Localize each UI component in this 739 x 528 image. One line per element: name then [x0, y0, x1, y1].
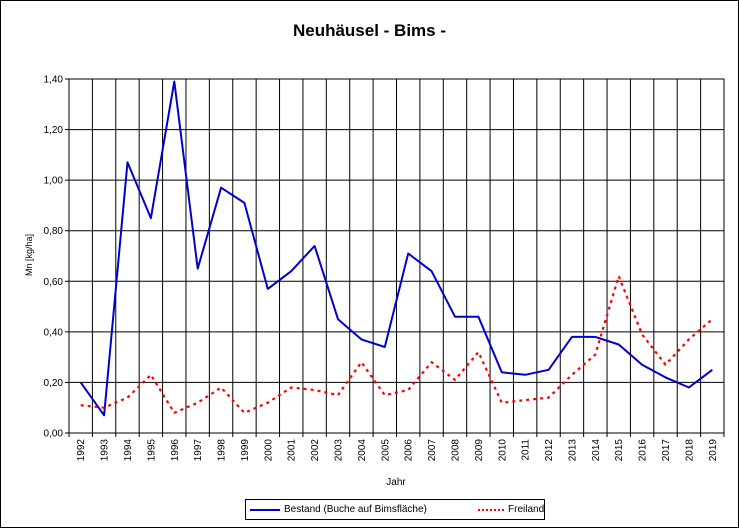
- x-tick-label: 2014: [591, 439, 602, 462]
- y-tick-label: 0,60: [44, 277, 64, 288]
- legend-swatch-bestand: [250, 508, 280, 511]
- y-axis-label: Mn [kg/ha]: [24, 234, 34, 276]
- x-tick-label: 1998: [217, 439, 228, 462]
- x-tick-label: 2015: [614, 439, 625, 462]
- x-tick-label: 1995: [146, 439, 157, 462]
- tick-labels: 0,00 0,20 0,40 0,60 0,80 1,00 1,20 1,40 1992 1993…: [44, 75, 719, 462]
- y-tick-label: 0,80: [44, 226, 64, 237]
- y-tick-label: 1,00: [44, 176, 64, 187]
- x-tick-label: 2013: [567, 439, 578, 462]
- y-tick-label: 0,20: [44, 378, 64, 389]
- legend-swatch-freiland: [478, 508, 504, 511]
- x-tick-label: 2011: [521, 439, 532, 461]
- x-tick-label: 2010: [497, 439, 508, 462]
- y-tick-label: 0,00: [44, 429, 64, 440]
- x-tick-label: 2018: [684, 439, 695, 462]
- data-series: [79, 80, 714, 417]
- x-tick-label: 2016: [638, 439, 649, 462]
- legend-entry-bestand: Bestand (Buche auf Bimsfläche): [250, 504, 427, 515]
- y-tick-label: 1,40: [44, 75, 64, 86]
- legend: Bestand (Buche auf Bimsfläche) Freiland: [245, 499, 545, 520]
- x-tick-label: 1994: [123, 439, 134, 462]
- x-tick-label: 2001: [287, 439, 298, 462]
- x-tick-label: 2006: [404, 439, 415, 462]
- x-tick-label: 1992: [76, 439, 87, 462]
- series-line-freiland: [80, 275, 714, 414]
- x-tick-label: 2000: [263, 439, 274, 462]
- x-tick-label: 2007: [427, 439, 438, 462]
- x-tick-label: 2005: [380, 439, 391, 462]
- x-tick-label: 2012: [544, 439, 555, 462]
- legend-entry-freiland: Freiland: [478, 504, 544, 515]
- x-tick-label: 1999: [240, 439, 251, 462]
- series-line-bestand: [79, 80, 713, 417]
- chart-title: Neuhäusel - Bims -: [292, 21, 447, 40]
- y-tick-label: 1,20: [44, 125, 64, 136]
- x-tick-label: 2004: [357, 439, 368, 462]
- legend-label-bestand: Bestand (Buche auf Bimsfläche): [284, 504, 427, 515]
- x-tick-label: 1993: [100, 439, 111, 462]
- x-tick-label: 1996: [170, 439, 181, 462]
- x-axis-label: Jahr: [386, 477, 406, 488]
- grid-lines: [65, 78, 725, 437]
- legend-label-freiland: Freiland: [508, 504, 545, 515]
- x-tick-label: 1997: [193, 439, 204, 462]
- x-tick-label: 2008: [450, 439, 461, 462]
- y-tick-label: 0,40: [44, 327, 64, 338]
- x-tick-label: 2003: [334, 439, 345, 462]
- x-tick-label: 2017: [661, 439, 672, 462]
- x-tick-label: 2019: [708, 439, 719, 462]
- x-tick-label: 2002: [310, 439, 321, 462]
- x-tick-label: 2009: [474, 439, 485, 462]
